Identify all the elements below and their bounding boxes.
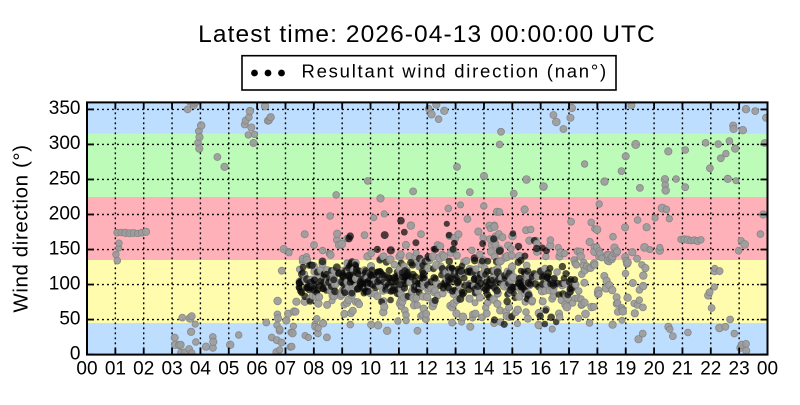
- svg-text:08: 08: [303, 359, 324, 380]
- svg-text:250: 250: [49, 168, 81, 189]
- svg-text:350: 350: [49, 98, 81, 119]
- svg-text:10: 10: [360, 359, 381, 380]
- svg-text:11: 11: [389, 359, 409, 380]
- svg-text:07: 07: [275, 359, 296, 380]
- svg-text:05: 05: [218, 359, 239, 380]
- svg-text:06: 06: [247, 359, 268, 380]
- svg-text:23: 23: [729, 359, 750, 380]
- svg-text:12: 12: [417, 359, 438, 380]
- svg-text:150: 150: [49, 238, 81, 259]
- svg-text:20: 20: [644, 359, 665, 380]
- svg-text:09: 09: [332, 359, 353, 380]
- svg-text:17: 17: [558, 359, 579, 380]
- svg-text:Resultant wind direction (nan°: Resultant wind direction (nan°): [302, 60, 608, 81]
- svg-text:13: 13: [445, 359, 466, 380]
- svg-text:04: 04: [190, 359, 212, 380]
- svg-text:0: 0: [70, 343, 81, 364]
- svg-text:01: 01: [105, 359, 126, 380]
- svg-text:50: 50: [59, 308, 80, 329]
- svg-text:02: 02: [133, 359, 154, 380]
- svg-text:100: 100: [49, 273, 81, 294]
- svg-text:300: 300: [49, 133, 81, 154]
- svg-text:14: 14: [473, 359, 495, 380]
- svg-text:19: 19: [615, 359, 636, 380]
- svg-text:00: 00: [757, 359, 778, 380]
- svg-text:16: 16: [530, 359, 551, 380]
- svg-text:03: 03: [162, 359, 183, 380]
- svg-text:00: 00: [76, 359, 97, 380]
- svg-text:Latest time: 2026-04-13 00:00:: Latest time: 2026-04-13 00:00:00 UTC: [198, 21, 656, 48]
- svg-text:200: 200: [49, 203, 81, 224]
- svg-text:15: 15: [502, 359, 523, 380]
- svg-text:18: 18: [587, 359, 608, 380]
- svg-text:Wind direction (°): Wind direction (°): [10, 144, 33, 312]
- svg-text:22: 22: [700, 359, 721, 380]
- svg-text:21: 21: [672, 359, 693, 380]
